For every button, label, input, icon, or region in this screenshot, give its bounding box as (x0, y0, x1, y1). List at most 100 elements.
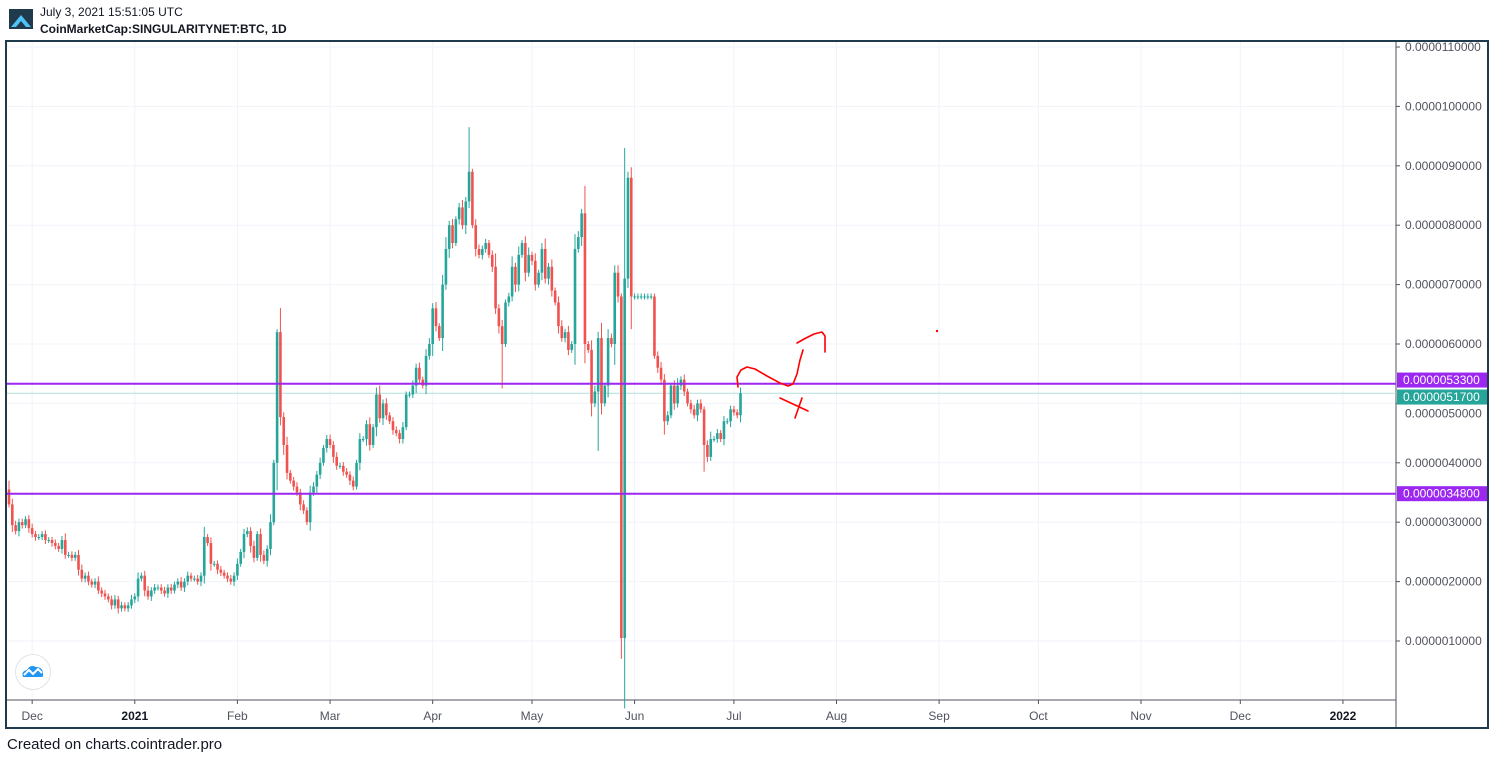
drawing-dot (935, 329, 939, 333)
candle-up (246, 531, 249, 535)
candle-down (302, 504, 305, 511)
candle-down (530, 254, 534, 261)
candle-up (361, 439, 365, 441)
candle-down (524, 243, 527, 273)
candle-up (166, 587, 170, 594)
candle-up (126, 605, 130, 609)
candle-down (663, 379, 666, 422)
candle-down (600, 338, 603, 404)
candle-up (358, 439, 362, 463)
candle-down (123, 605, 127, 609)
candle-up (272, 462, 276, 523)
candle-down (560, 326, 564, 339)
candle-down (388, 415, 391, 422)
candle-up (183, 581, 186, 588)
candle-down (222, 572, 226, 576)
candlestick-chart[interactable]: 0.0000010000 0.0000020000 0.0000030000 0.00… (7, 42, 1487, 727)
candle-down (63, 540, 67, 555)
candle-down (692, 409, 696, 416)
candle-up (537, 272, 540, 285)
candle-down (169, 587, 173, 591)
candle-down (583, 213, 587, 344)
candle-up (318, 462, 322, 475)
candle-down (110, 599, 113, 606)
candle-down (348, 474, 352, 481)
candle-up (365, 424, 368, 440)
candle-down (285, 444, 289, 473)
candle-down (279, 332, 282, 418)
candle-up (649, 296, 653, 298)
candle-up (120, 605, 123, 609)
drawing-projection-curve (796, 331, 826, 353)
candle-up (603, 385, 607, 404)
candle-down (97, 581, 100, 591)
candle-down (116, 599, 120, 609)
candle-up (722, 421, 726, 440)
candle-up (447, 225, 451, 249)
tradingview-badge[interactable] (15, 654, 51, 690)
candle-up (520, 243, 524, 255)
candle-up (467, 171, 471, 202)
candle-up (510, 266, 514, 297)
candle-up (355, 462, 358, 487)
candle-down (335, 456, 338, 466)
price-tick-label: 0.0000090000 (1405, 159, 1482, 173)
candle-up (669, 385, 673, 416)
candle-down (719, 433, 722, 440)
candle-down (487, 243, 491, 255)
price-tick-label: 0.0000040000 (1405, 456, 1482, 470)
candle-down (394, 430, 398, 434)
candle-down (682, 379, 686, 392)
candle-up (186, 575, 190, 582)
candle-down (70, 554, 74, 558)
candle-up (679, 379, 683, 386)
candle-up (239, 551, 242, 564)
candle-up (113, 599, 117, 606)
candle-up (666, 415, 669, 422)
candle-down (226, 575, 229, 579)
price-tick-label: 0.0000030000 (1405, 515, 1482, 529)
chart-frame[interactable]: 0.0000010000 0.0000020000 0.0000030000 0.00… (5, 40, 1489, 729)
price-tick-label: 0.0000070000 (1405, 278, 1482, 292)
candle-up (60, 540, 64, 549)
candle-down (451, 225, 454, 244)
candle-down (189, 575, 193, 579)
candle-up (255, 534, 259, 558)
candle-up (454, 219, 458, 244)
candle-up (242, 534, 246, 552)
candle-up (547, 266, 550, 279)
candle-up (67, 554, 70, 556)
price-tick-label: 0.0000080000 (1405, 218, 1482, 232)
candle-down (216, 563, 219, 570)
candle-down (434, 308, 438, 327)
candle-down (689, 403, 693, 410)
candle-up (404, 394, 408, 428)
candle-down (196, 578, 199, 582)
candle-up (269, 522, 272, 549)
time-tick-label: 2022 (1330, 709, 1357, 723)
time-tick-label: Oct (1029, 709, 1048, 723)
candle-up (375, 394, 378, 428)
price-tick-label: 0.0000050000 (1405, 407, 1482, 421)
candle-up (573, 248, 577, 344)
candle-up (596, 338, 600, 392)
candle-up (202, 537, 206, 576)
time-tick-label: 2021 (121, 709, 148, 723)
candle-down (249, 531, 252, 546)
candle-up (577, 237, 580, 249)
candle-up (643, 296, 646, 298)
candle-down (298, 492, 302, 505)
candle-up (725, 421, 729, 423)
candle-down (385, 403, 388, 416)
candle-down (500, 326, 504, 344)
candle-up (73, 554, 77, 558)
footer-credit: Created on charts.cointrader.pro (7, 736, 223, 753)
candle-down (368, 424, 372, 445)
candle-up (47, 540, 51, 542)
candle-down (328, 439, 332, 445)
price-tick-label: 0.0000010000 (1405, 634, 1482, 648)
drawing-cross-mark (794, 397, 803, 419)
candle-up (212, 563, 216, 565)
last-price-label: 0.0000051700 (1403, 390, 1480, 404)
candle-down (27, 519, 31, 529)
